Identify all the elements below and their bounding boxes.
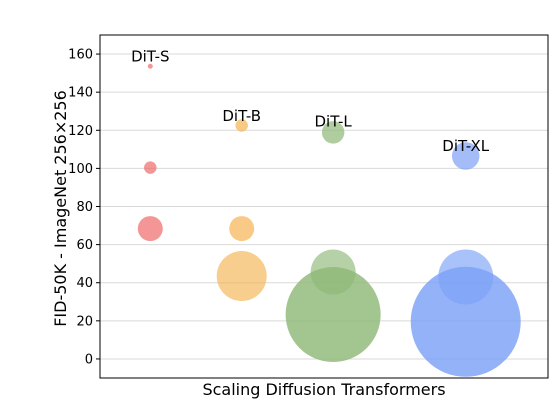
bubble-dit-xl xyxy=(451,142,480,170)
bubble-dit-b xyxy=(229,216,255,242)
y-tick-label: 100 xyxy=(68,162,93,177)
y-tick-label: 140 xyxy=(68,86,93,101)
x-axis-label: Scaling Diffusion Transformers xyxy=(202,380,445,399)
y-tick-label: 120 xyxy=(68,124,93,139)
series-label-dit-s: DiT-S xyxy=(131,48,169,66)
bubble-dit-s xyxy=(137,216,163,242)
y-tick-label: 160 xyxy=(68,48,93,63)
y-tick-label: 40 xyxy=(76,276,93,291)
bubble-dit-s xyxy=(144,161,157,174)
group-labels: DiT-S DiT-B DiT-L DiT-XL xyxy=(131,48,490,156)
y-tick-label: 0 xyxy=(85,352,93,367)
bubble-dit-l xyxy=(310,249,356,295)
bubble-dit-l xyxy=(321,121,345,144)
y-axis-ticks: 0 20 40 60 80 100 120 140 160 xyxy=(68,48,100,367)
bubble-dit-s xyxy=(147,63,153,69)
series-label-dit-xl: DiT-XL xyxy=(442,137,489,155)
plot-frame xyxy=(99,34,549,379)
bubble-dit-xl xyxy=(438,249,494,305)
y-tick-label: 60 xyxy=(76,238,93,253)
y-tick-label: 20 xyxy=(76,314,93,329)
y-axis-label: FID-50K - ImageNet 256×256 xyxy=(51,90,70,327)
bubble-dit-l xyxy=(285,267,381,363)
series-label-dit-l: DiT-L xyxy=(315,112,353,130)
series-label-dit-b: DiT-B xyxy=(222,107,261,125)
bubble-dit-b xyxy=(235,119,248,132)
bubbles xyxy=(137,63,521,377)
bubble-dit-b xyxy=(216,251,267,302)
y-tick-label: 80 xyxy=(76,200,93,215)
bubble-dit-xl xyxy=(410,266,521,377)
grid-lines xyxy=(100,53,548,360)
